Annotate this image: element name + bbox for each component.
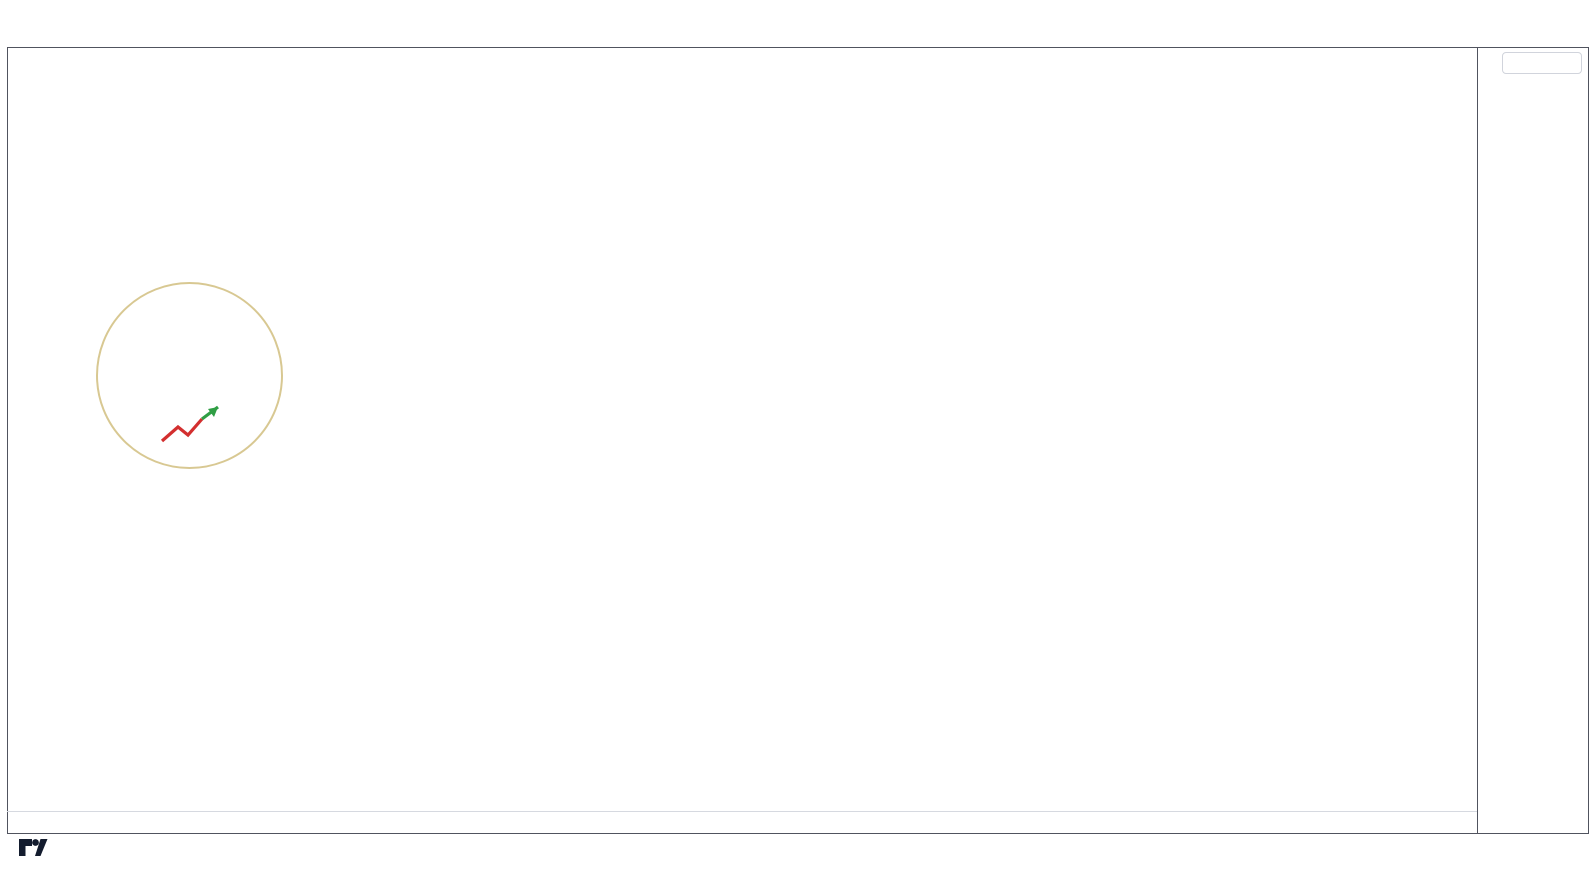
chart-frame-bottom <box>7 833 1589 834</box>
currency-toggle-button[interactable] <box>1502 52 1582 74</box>
tradingview-footer <box>18 838 55 857</box>
price-axis-separator[interactable] <box>1477 47 1478 833</box>
channel-logo-watermark <box>96 282 283 469</box>
chart-frame-left <box>7 47 8 833</box>
time-axis-separator[interactable] <box>7 811 1477 812</box>
logo-zigzag-arrow-icon <box>160 405 219 442</box>
chart-frame-right <box>1588 47 1589 833</box>
chart-frame-top <box>7 47 1589 48</box>
tradingview-logo-icon <box>19 839 48 856</box>
